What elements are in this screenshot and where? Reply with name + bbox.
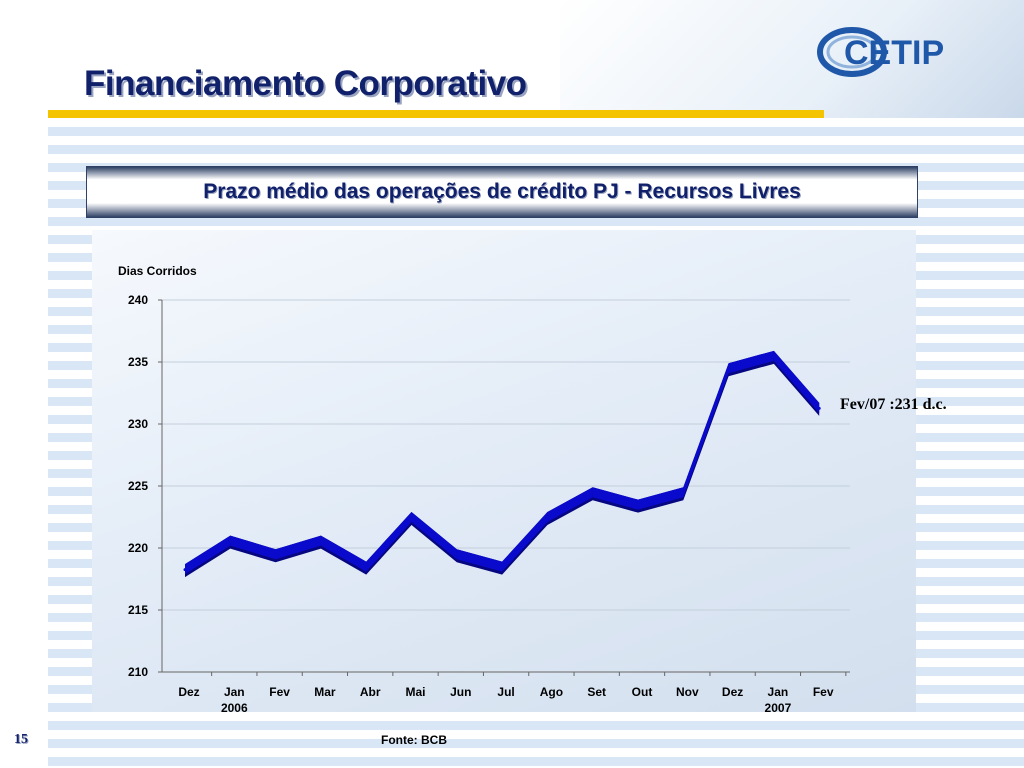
data-point	[228, 539, 232, 543]
x-tick-label: Out	[632, 685, 653, 699]
x-tick-label: Dez	[178, 685, 199, 699]
source-note: Fonte: BCB	[381, 733, 447, 747]
series-segment	[366, 512, 412, 572]
y-tick-label: 230	[128, 417, 148, 431]
data-point	[817, 406, 821, 410]
x-tick-label: Set	[587, 685, 606, 699]
data-point	[681, 491, 685, 495]
data-point	[545, 516, 549, 520]
series-segment	[683, 363, 729, 498]
x-year-label: 2007	[765, 701, 792, 715]
logo-swoosh	[817, 27, 887, 77]
series-segment	[230, 535, 276, 560]
x-tick-label: Jan	[224, 685, 245, 699]
x-year-label: 2006	[221, 701, 248, 715]
x-tick-label: Nov	[676, 685, 699, 699]
data-point	[183, 568, 187, 572]
series-segment	[592, 487, 638, 510]
last-value-annotation: Fev/07 :231 d.c.	[840, 396, 947, 413]
y-axis-label: Dias Corridos	[118, 264, 197, 278]
y-tick-label: 235	[128, 355, 148, 369]
x-tick-label: Mar	[314, 685, 336, 699]
series-segment	[320, 535, 367, 572]
header-background	[560, 0, 1024, 120]
y-tick-label: 215	[128, 603, 148, 617]
chart-title-banner: Prazo médio das operações de crédito PJ …	[86, 166, 918, 218]
series-segment	[411, 512, 457, 560]
x-tick-label: Abr	[360, 685, 381, 699]
series-segment	[185, 535, 231, 575]
cetip-logo: CETIP	[817, 27, 944, 77]
data-point	[455, 553, 459, 557]
data-point	[274, 553, 278, 557]
data-point	[772, 354, 776, 358]
data-point	[364, 565, 368, 569]
y-tick-label: 220	[128, 541, 148, 555]
data-point	[410, 516, 413, 520]
data-point	[636, 503, 640, 507]
series-segment	[638, 487, 684, 510]
title-underline	[48, 110, 824, 118]
axes	[158, 299, 850, 676]
y-tick-label: 240	[128, 293, 148, 307]
series-segment	[502, 512, 548, 572]
y-tick-label: 225	[128, 479, 148, 493]
y-tick-label: 210	[128, 665, 148, 679]
x-tick-label: Jul	[497, 685, 514, 699]
data-point	[319, 539, 323, 543]
logo-text: CETIP	[844, 34, 944, 72]
x-tick-label: Ago	[540, 685, 563, 699]
series-ribbon	[183, 350, 821, 578]
x-tick-label: Fev	[813, 685, 834, 699]
data-point	[591, 491, 595, 495]
series-segment	[275, 535, 321, 560]
chart-panel	[92, 230, 916, 712]
data-point	[727, 367, 731, 371]
page-number: 15	[14, 732, 28, 747]
series-segment	[728, 350, 774, 374]
tick-labels: 210 215 220 225 230 235 240 Dez Jan Fev Mar Abr Mai J…	[128, 293, 834, 715]
series-segment	[456, 549, 503, 572]
series-segment	[547, 487, 593, 523]
slide-title: Financiamento Corporativo	[84, 64, 527, 103]
x-tick-label: Jun	[450, 685, 471, 699]
logo-swoosh-inner	[826, 35, 878, 69]
x-tick-label: Jan	[768, 685, 789, 699]
series-segment	[773, 350, 820, 413]
data-point	[500, 565, 504, 569]
chart-title: Prazo médio das operações de crédito PJ …	[203, 180, 801, 203]
x-tick-label: Fev	[269, 685, 290, 699]
x-tick-label: Dez	[722, 685, 743, 699]
x-tick-label: Mai	[405, 685, 425, 699]
